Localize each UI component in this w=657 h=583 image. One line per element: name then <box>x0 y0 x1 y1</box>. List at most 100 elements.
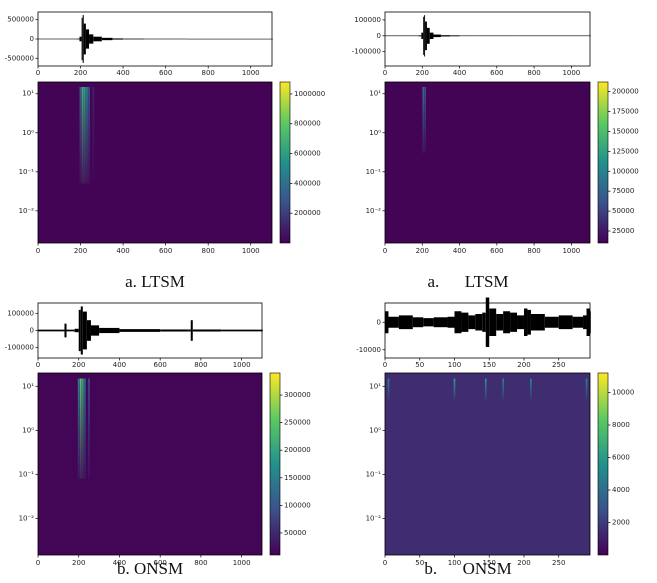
x-tick-label: 600 <box>490 247 503 255</box>
spectrogram-column <box>387 378 390 400</box>
colorbar-tick-label: 10000 <box>612 389 634 397</box>
x-tick-label: 800 <box>194 361 207 369</box>
colorbar-tick-label: 4000 <box>612 486 630 494</box>
waveform-segment <box>74 328 79 333</box>
x-tick-label: 800 <box>527 69 540 77</box>
waveform-segment <box>99 327 120 334</box>
waveform-frame <box>384 302 591 359</box>
waveform-segment <box>188 329 191 332</box>
colorbar-tick-label: 250000 <box>284 419 311 427</box>
colorbar-tick-label: 100000 <box>612 167 639 175</box>
waveform-segment <box>186 38 272 40</box>
x-tick-label: 600 <box>153 559 166 567</box>
waveform-segment <box>482 312 486 332</box>
colorbar-tick-label: 150000 <box>284 474 311 482</box>
y-tick-label: 10⁻¹ <box>19 471 35 479</box>
spectrogram-column <box>87 378 90 479</box>
waveform-segment <box>510 312 518 332</box>
waveform-segment <box>447 316 455 328</box>
waveform-segment <box>558 315 573 330</box>
waveform-segment <box>523 308 528 336</box>
waveform-segment <box>66 329 75 332</box>
caption: a. LTSM <box>427 272 508 291</box>
colorbar-tick-label: 50000 <box>284 529 306 537</box>
waveform-segment <box>461 312 469 332</box>
spectrogram-background <box>38 373 262 555</box>
x-tick-label: 100 <box>448 559 461 567</box>
spectrogram-column <box>81 378 84 479</box>
waveform-segment <box>459 35 479 37</box>
x-tick-label: 800 <box>194 559 207 567</box>
waveform-segment <box>62 329 65 332</box>
x-tick-label: 150 <box>483 559 496 567</box>
x-tick-label: 50 <box>415 559 424 567</box>
x-tick-label: 1000 <box>562 69 580 77</box>
y-tick-label: -100000 <box>352 48 381 56</box>
x-tick-label: 50 <box>415 361 424 369</box>
waveform-segment <box>76 38 80 40</box>
waveform-segment <box>221 329 262 332</box>
y-tick-label: 10¹ <box>22 90 34 98</box>
spectrogram-column <box>83 378 86 479</box>
caption: a. LTSM <box>125 272 185 291</box>
waveform-segment <box>515 35 590 37</box>
x-tick-label: 250 <box>552 559 565 567</box>
x-tick-label: 600 <box>153 361 166 369</box>
colorbar <box>597 81 609 244</box>
caption: b. ONSM <box>117 559 183 578</box>
waveform-segment <box>421 32 424 39</box>
x-tick-label: 100 <box>448 361 461 369</box>
colorbar-tick-label: 800000 <box>294 120 321 128</box>
waveform-segment <box>190 320 193 341</box>
spectrogram-column <box>79 86 82 184</box>
waveform-segment <box>454 311 462 334</box>
spectrogram-column <box>79 378 82 479</box>
spectrogram-column <box>87 86 91 184</box>
y-tick-label: 10⁻¹ <box>366 168 382 176</box>
x-tick-label: 200 <box>416 247 429 255</box>
spectrogram-column <box>585 378 588 400</box>
y-tick-label: 0 <box>30 327 34 335</box>
y-tick-label: 10⁰ <box>22 129 34 137</box>
colorbar-tick-label: 100000 <box>284 501 311 509</box>
x-tick-label: 400 <box>116 247 129 255</box>
waveform-segment <box>86 320 91 341</box>
y-tick-label: 10⁻² <box>366 515 382 523</box>
waveform-segment <box>82 15 84 63</box>
waveform-segment <box>440 35 451 37</box>
x-tick-label: 600 <box>490 69 503 77</box>
x-tick-label: 0 <box>36 559 40 567</box>
y-tick-label: 10⁻¹ <box>19 168 35 176</box>
x-tick-label: 200 <box>517 361 530 369</box>
waveform-segment <box>485 297 490 347</box>
waveform-segment <box>144 38 187 40</box>
spectrogram-background <box>38 82 272 243</box>
x-tick-label: 600 <box>159 69 172 77</box>
waveform-segment <box>82 311 87 350</box>
waveform-segment <box>478 35 516 37</box>
spectrogram-column <box>502 378 505 400</box>
spectrogram-frame <box>37 372 263 556</box>
y-tick-label: -10000 <box>356 346 381 354</box>
waveform-segment <box>544 316 559 328</box>
x-tick-label: 0 <box>383 559 387 567</box>
x-tick-label: 200 <box>517 559 530 567</box>
waveform-segment <box>450 35 460 37</box>
waveform-segment <box>489 308 497 336</box>
spectrogram-column <box>81 86 84 184</box>
waveform-segment <box>38 329 63 332</box>
waveform-segment <box>425 21 427 51</box>
spectrogram-column <box>530 378 532 400</box>
x-tick-label: 200 <box>74 69 87 77</box>
colorbar-tick-label: 50000 <box>612 207 634 215</box>
waveform-segment <box>496 314 504 331</box>
spectrogram-column <box>77 378 80 479</box>
x-tick-label: 1000 <box>233 361 251 369</box>
spectrogram-background <box>385 82 590 243</box>
waveform-segment <box>583 315 587 330</box>
colorbar-tick-label: 75000 <box>612 187 634 195</box>
spectrogram-frame <box>384 81 591 244</box>
spectrogram-column <box>484 378 487 400</box>
x-tick-label: 600 <box>159 247 172 255</box>
